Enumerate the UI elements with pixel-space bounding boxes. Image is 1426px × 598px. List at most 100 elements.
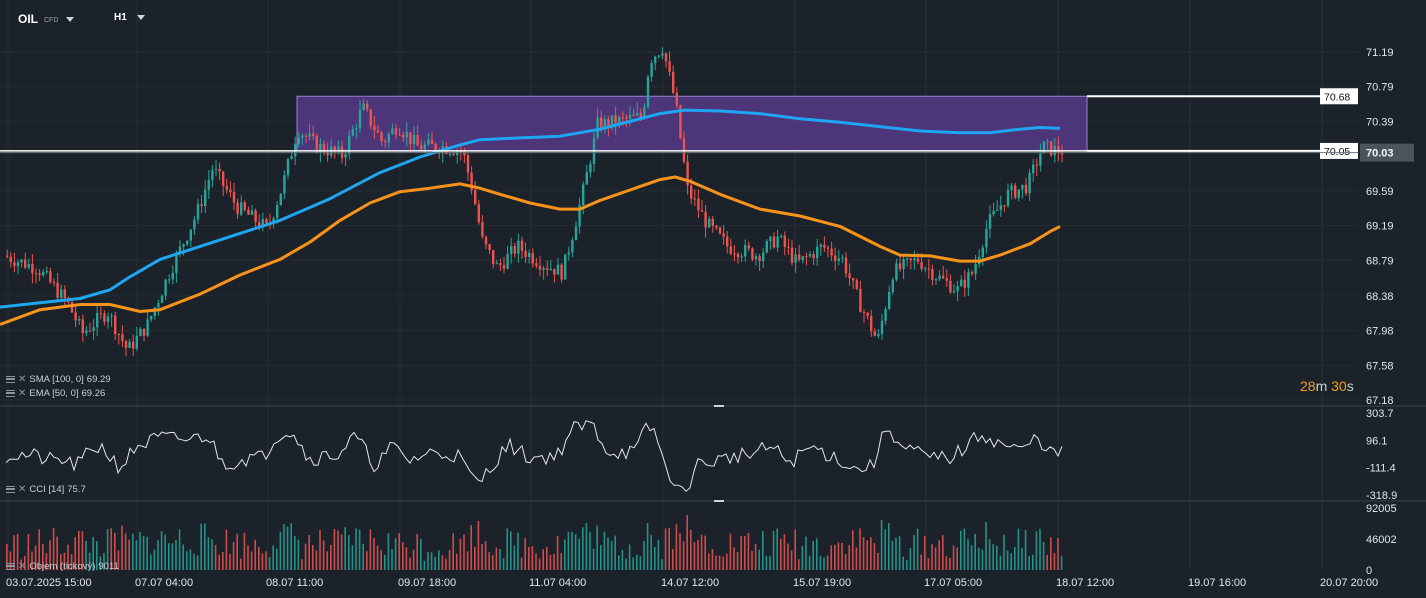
sma-legend[interactable]: ✕ SMA [100, 0] 69.29 bbox=[6, 374, 111, 385]
volume-bar bbox=[816, 538, 818, 570]
candle-body bbox=[762, 252, 765, 262]
pane-resize-handle[interactable] bbox=[714, 500, 724, 502]
volume-tick-label: 92005 bbox=[1366, 503, 1397, 515]
volume-bar bbox=[603, 531, 606, 570]
close-icon[interactable]: ✕ bbox=[18, 388, 27, 399]
volume-bar bbox=[632, 557, 634, 570]
candle-body bbox=[902, 259, 905, 269]
menu-icon[interactable] bbox=[6, 376, 15, 383]
horizontal-lines[interactable]: 70.68 70.05 70.03 bbox=[0, 88, 1414, 162]
candle-body bbox=[142, 328, 146, 336]
candle-body bbox=[254, 210, 257, 223]
candle-body bbox=[164, 279, 167, 296]
volume-bar bbox=[657, 539, 660, 570]
volume-bar bbox=[290, 523, 292, 570]
candle-body bbox=[704, 211, 707, 228]
volume-bar bbox=[466, 551, 469, 570]
volume-bar bbox=[412, 549, 415, 570]
volume-bar bbox=[722, 556, 724, 570]
volume-bar bbox=[52, 528, 55, 570]
volume-bar bbox=[571, 531, 573, 570]
candle-body bbox=[628, 115, 632, 119]
volume-bar bbox=[164, 534, 166, 570]
volume-bar bbox=[765, 555, 768, 570]
y-tick-label: 68.38 bbox=[1366, 291, 1394, 303]
candle-body bbox=[585, 172, 588, 185]
volume-bar bbox=[232, 541, 235, 570]
candle-body bbox=[319, 144, 322, 153]
y-tick-label: 68.79 bbox=[1366, 255, 1394, 267]
candle-body bbox=[240, 202, 243, 215]
candle-body bbox=[128, 341, 131, 348]
volume-bar bbox=[250, 551, 253, 570]
volume-bar bbox=[646, 523, 649, 570]
cci-value: 75.7 bbox=[67, 484, 86, 495]
candle-countdown: 28m 30s bbox=[1300, 378, 1354, 394]
candle-body bbox=[366, 103, 369, 110]
candle-body bbox=[740, 256, 743, 258]
menu-icon[interactable] bbox=[6, 563, 15, 570]
candle-body bbox=[24, 259, 27, 268]
candle-body bbox=[157, 302, 160, 308]
volume-bar bbox=[124, 533, 127, 570]
volume-bar bbox=[211, 539, 213, 570]
candlestick-series bbox=[6, 47, 1064, 357]
candle-body bbox=[387, 133, 390, 143]
candle-body bbox=[351, 129, 354, 136]
candle-body bbox=[967, 272, 970, 288]
volume-bar bbox=[848, 545, 850, 570]
candle-body bbox=[888, 291, 891, 309]
timeframe-selector[interactable]: H1 bbox=[114, 12, 145, 23]
candle-body bbox=[549, 268, 552, 270]
candle-body bbox=[794, 254, 797, 263]
ema-legend[interactable]: ✕ EMA [50, 0] 69.26 bbox=[6, 388, 105, 399]
cci-legend[interactable]: ✕ CCI [14] 75.7 bbox=[6, 484, 86, 495]
volume-bar bbox=[214, 544, 217, 570]
candle-body bbox=[668, 61, 671, 72]
candle-body bbox=[207, 179, 210, 190]
candle-body bbox=[189, 229, 192, 241]
candle-body bbox=[945, 278, 948, 281]
candle-body bbox=[337, 146, 340, 152]
candle-body bbox=[402, 134, 405, 138]
candle-body bbox=[466, 155, 470, 173]
volume-bar bbox=[74, 537, 76, 570]
supply-zone-rectangle[interactable] bbox=[296, 95, 1088, 152]
volume-bar bbox=[196, 555, 199, 570]
volume-bar bbox=[81, 531, 84, 570]
candle-body bbox=[916, 258, 920, 263]
close-icon[interactable]: ✕ bbox=[18, 374, 27, 385]
volume-bar bbox=[409, 557, 411, 570]
volume-bar bbox=[405, 547, 408, 570]
volume-bar bbox=[358, 529, 361, 570]
candle-body bbox=[520, 240, 524, 251]
pane-resize-handle[interactable] bbox=[714, 405, 724, 407]
candle-body bbox=[614, 115, 617, 125]
candle-body bbox=[679, 105, 682, 139]
candle-body bbox=[286, 159, 290, 176]
close-icon[interactable]: ✕ bbox=[18, 561, 27, 572]
candle-body bbox=[236, 202, 239, 215]
volume-bar bbox=[913, 534, 915, 570]
volume-bar bbox=[492, 555, 494, 570]
candle-body bbox=[470, 172, 473, 190]
close-icon[interactable]: ✕ bbox=[18, 484, 27, 495]
candle-body bbox=[538, 265, 542, 270]
volume-bar bbox=[272, 545, 274, 570]
menu-icon[interactable] bbox=[6, 486, 15, 493]
volume-bar bbox=[319, 529, 321, 570]
volume-bar bbox=[88, 552, 91, 570]
volume-bar bbox=[1046, 554, 1048, 570]
volume-bar bbox=[715, 555, 717, 570]
candle-body bbox=[571, 240, 574, 253]
volume-bar bbox=[733, 547, 735, 570]
volume-legend[interactable]: ✕ Objem (tickový) 9011 bbox=[6, 561, 119, 572]
candle-body bbox=[308, 133, 311, 137]
volume-bar bbox=[744, 536, 746, 570]
symbol-selector[interactable]: OIL CFD bbox=[18, 8, 75, 30]
volume-bar bbox=[654, 546, 656, 570]
candle-body bbox=[603, 119, 606, 130]
menu-icon[interactable] bbox=[6, 390, 15, 397]
volume-bar bbox=[398, 533, 400, 570]
